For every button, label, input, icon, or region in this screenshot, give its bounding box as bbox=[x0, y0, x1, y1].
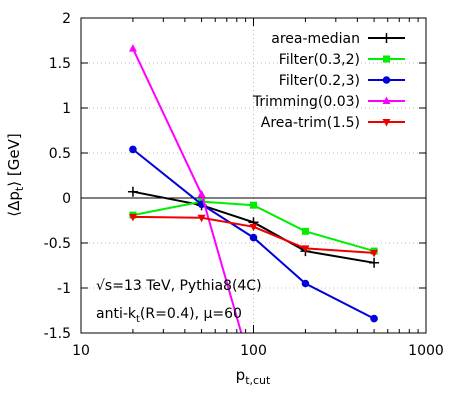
data-point-filter-0-2-3 bbox=[370, 314, 378, 323]
data-point-area-trim-1-5 bbox=[301, 245, 310, 253]
legend-label-filter-0-2-3: Filter(0.2,3) bbox=[279, 73, 360, 89]
annotation-algorithm-rest: (R=0.4), μ=60 bbox=[140, 306, 242, 322]
y-axis-label: ⟨Δpt⟩ [GeV] bbox=[5, 133, 26, 216]
data-point-area-trim-1-5 bbox=[370, 249, 379, 258]
annotation-energy: √s=13 TeV, Pythia8(4C) bbox=[96, 278, 262, 294]
data-point-area-trim-1-5 bbox=[128, 213, 137, 222]
annotation-algorithm-sub: t bbox=[136, 314, 140, 325]
data-point-filter-0-2-3 bbox=[129, 145, 137, 154]
data-point-filter-0-3-2 bbox=[301, 227, 309, 235]
data-point-area-trim-1-5 bbox=[197, 214, 206, 223]
y-tick-label: 0 bbox=[62, 191, 71, 207]
y-tick-label: 1.5 bbox=[49, 56, 71, 72]
legend-label-filter-0-3-2: Filter(0.3,2) bbox=[279, 52, 360, 68]
series-filter-0-2-3 bbox=[129, 145, 378, 323]
series-area-trim-1-5 bbox=[128, 213, 379, 258]
x-tick-label: 10 bbox=[72, 343, 90, 359]
data-point-filter-0-2-3 bbox=[301, 279, 310, 288]
annotation-algorithm-main: anti-k bbox=[96, 306, 137, 322]
x-axis-label-main: p bbox=[236, 366, 246, 384]
legend-label-trimming-0-03: Trimming(0.03) bbox=[252, 94, 360, 110]
y-tick-label: 0.5 bbox=[49, 146, 71, 162]
data-point-trimming-0-03 bbox=[197, 189, 206, 198]
data-point-filter-0-3-2 bbox=[250, 201, 257, 209]
legend-marker-filter-0-2-3 bbox=[382, 76, 391, 84]
y-tick-label: 2 bbox=[62, 11, 71, 27]
data-point-filter-0-2-3 bbox=[249, 233, 258, 242]
tick-labels: -1.5 -1 -0.5 0 0.5 1 1.5 2 10 100 1000 bbox=[44, 11, 444, 359]
data-point-trimming-0-03 bbox=[128, 44, 137, 52]
x-tick-label: 1000 bbox=[408, 343, 444, 359]
y-tick-label: -1.5 bbox=[44, 326, 71, 342]
legend-label-area-median: area-median bbox=[271, 31, 360, 47]
y-tick-label: 1 bbox=[62, 101, 71, 117]
data-point-area-median bbox=[369, 257, 380, 268]
x-axis-label-sub: t,cut bbox=[245, 374, 271, 387]
x-tick-label: 100 bbox=[240, 343, 267, 359]
series-layer bbox=[127, 44, 380, 333]
legend-marker-filter-0-3-2 bbox=[383, 55, 390, 63]
data-point-area-trim-1-5 bbox=[249, 223, 258, 232]
y-axis-label-rest: ⟩ [GeV] bbox=[5, 133, 23, 186]
legend-label-area-trim-1-5: Area-trim(1.5) bbox=[261, 115, 360, 131]
series-trimming-0-03 bbox=[128, 44, 243, 333]
legend-marker-area-median bbox=[381, 33, 392, 43]
annotation-algorithm: anti-kt(R=0.4), μ=60 bbox=[96, 306, 242, 325]
data-point-area-median bbox=[127, 186, 138, 197]
ticks bbox=[80, 17, 427, 334]
legend-marker-area-trim-1-5 bbox=[382, 119, 391, 127]
legend-marker-trimming-0-03 bbox=[382, 96, 391, 104]
y-tick-label: -1 bbox=[57, 281, 71, 297]
x-axis-label: pt,cut bbox=[236, 366, 271, 387]
y-tick-label: -0.5 bbox=[44, 236, 71, 252]
y-axis-label-sub: t bbox=[13, 186, 26, 191]
legend: area-median Filter(0.3,2) Filter(0.2,3) Tri… bbox=[252, 31, 405, 131]
y-axis-label-main: ⟨Δp bbox=[5, 191, 23, 217]
